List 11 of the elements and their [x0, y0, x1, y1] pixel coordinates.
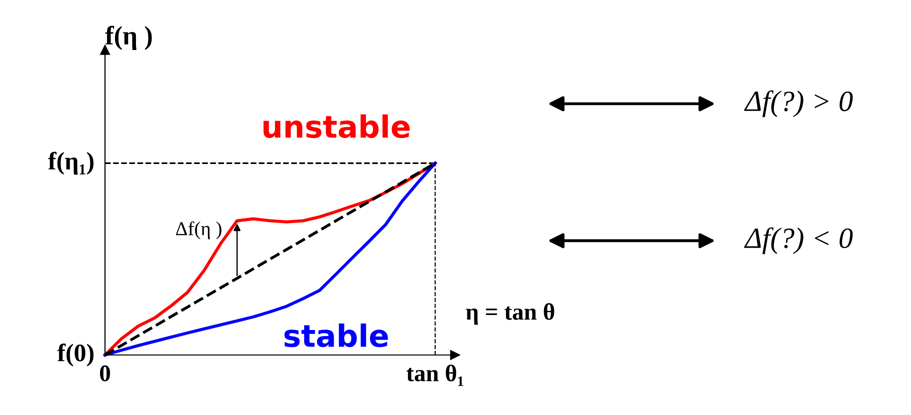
x-tick-label: tan θ₁ [406, 364, 464, 386]
x-axis-title: η = tan θ [466, 303, 554, 325]
y-axis-title: f(η ) [105, 26, 152, 50]
text: f(0) [57, 344, 94, 366]
series-label: stable [284, 324, 388, 348]
text: f(η₁) [48, 152, 94, 175]
text: Δf(?) > 0 [744, 90, 853, 118]
annotation: Δf(η ) [176, 221, 222, 240]
x-tick-label: 0 [100, 365, 110, 382]
text: Δf(?) < 0 [744, 227, 853, 254]
series-label: unstable [264, 114, 410, 138]
